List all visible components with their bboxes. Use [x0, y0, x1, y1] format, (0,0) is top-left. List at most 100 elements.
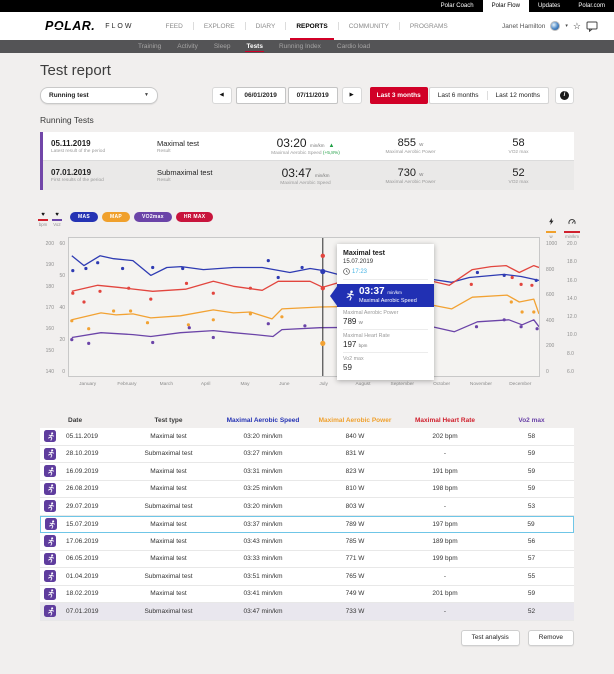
series-dot-mas [300, 265, 304, 270]
trend-up-icon: ▲ [328, 143, 335, 149]
preset-last-12-months[interactable]: Last 12 months [495, 91, 540, 99]
site-tab-updates[interactable]: Updates [537, 3, 561, 9]
runner-icon [47, 554, 54, 563]
column-header-date[interactable]: Date [68, 416, 83, 424]
running-sport-icon [44, 500, 56, 512]
table-row[interactable]: 01.04.2019 Submaximal test 03:51 min/km 765… [40, 568, 574, 586]
cell-test-type: Maximal test [120, 533, 217, 551]
nav-item-diary[interactable]: DIARY [255, 22, 276, 30]
date-to-input[interactable]: 07/11/2019 [287, 86, 338, 104]
subnav-item-tests[interactable]: Tests [238, 40, 271, 53]
cell-date: 06.05.2019 [66, 550, 120, 568]
month-label: February [117, 382, 137, 387]
running-sport-icon [44, 605, 56, 617]
table-row[interactable]: 29.07.2019 Submaximal test 03:20 min/km 803… [40, 498, 574, 516]
polar-logo[interactable]: POLAR. [45, 19, 95, 33]
preset-last-6-months[interactable]: Last 6 months [437, 91, 479, 99]
series-dot-mas [502, 273, 506, 277]
summary-card: 05.11.2019 Latest result of the period M… [40, 132, 574, 190]
favorites-star-icon[interactable]: ☆ [572, 20, 581, 31]
site-tab-polar-flow[interactable]: Polar Flow [482, 0, 529, 12]
nav-item-community[interactable]: COMMUNITY [348, 22, 389, 30]
cell-date: 28.10.2019 [66, 445, 120, 463]
runner-icon [346, 290, 354, 301]
runner-icon [47, 501, 54, 511]
subnav-item-training[interactable]: Training [138, 43, 162, 50]
series-dot-hr-max [469, 282, 473, 286]
subnav-item-running-index[interactable]: Running Index [278, 43, 321, 50]
legend-pill-vo2max[interactable]: VO2max [134, 212, 172, 222]
cell-date: 15.07.2019 [66, 515, 120, 533]
legend-pill-mas[interactable]: MAS [70, 212, 99, 222]
site-tab-polar-coach[interactable]: Polar Coach [440, 3, 474, 9]
cell-hr: 189 bpm [401, 533, 489, 551]
preset-last-3-months[interactable]: Last 3 months [369, 86, 428, 104]
user-menu[interactable]: Janet Hamilton ▾ ☆ [502, 21, 598, 32]
cell-date: 29.07.2019 [66, 498, 120, 516]
series-dot-map [248, 312, 252, 316]
logo-dot: . [91, 19, 96, 33]
summary-row-first[interactable]: 07.01.2019 First results of the period S… [43, 161, 574, 190]
series-dot-mas [151, 265, 155, 270]
plot-svg [70, 238, 539, 376]
table-row[interactable]: 07.01.2019 Submaximal test 03:47 min/km 733… [40, 603, 574, 621]
cell-vo2: 59 [489, 515, 574, 533]
cell-mas: 03:31 min/km [217, 463, 309, 481]
tooltip-time: 17:23 [352, 268, 368, 275]
series-dot-vo2max [151, 340, 155, 345]
pace-tick: 14.0 [567, 295, 577, 302]
summary-row-latest[interactable]: 05.11.2019 Latest result of the period M… [43, 132, 574, 161]
date-from-input[interactable]: 06/01/2019 [235, 86, 286, 104]
nav-item-explore[interactable]: EXPLORE [203, 22, 235, 30]
legend-pill-hr-max[interactable]: HR MAX [175, 212, 214, 222]
cell-map: 785 W [309, 533, 401, 551]
summary-vo2-caption: VO2 max [508, 150, 529, 155]
nav-item-reports[interactable]: REPORTS [286, 12, 337, 40]
info-button[interactable]: i [555, 86, 574, 104]
series-dot-map [145, 321, 150, 325]
remove-button[interactable]: Remove [527, 629, 574, 646]
nav-item-feed[interactable]: FEED [165, 22, 183, 30]
avatar[interactable] [550, 21, 561, 31]
cell-mas: 03:41 min/km [217, 585, 309, 603]
chevron-down-icon[interactable]: ▾ [565, 23, 568, 29]
test-icon-cell [40, 550, 66, 568]
table-header-row: Date Test type Maximal Aerobic Speed Maxima… [40, 412, 574, 428]
column-header-test-type[interactable]: Test type [154, 416, 183, 424]
nav-item-programs[interactable]: PROGRAMS [409, 22, 448, 30]
cell-mas: 03:43 min/km [217, 533, 309, 551]
hr-axis-accent [38, 219, 48, 221]
subnav-item-activity[interactable]: Activity [177, 43, 198, 50]
column-header-maximal-aerobic-power[interactable]: Maximal Aerobic Power [318, 416, 392, 424]
test-analysis-button[interactable]: Test analysis [460, 629, 520, 646]
test-icon-cell [40, 533, 66, 551]
cell-map: 771 W [309, 550, 401, 568]
summary-vo2-caption: VO2 max [508, 179, 529, 185]
site-tab-polar-com[interactable]: Polar.com [578, 3, 605, 9]
subnav-item-sleep[interactable]: Sleep [213, 43, 231, 50]
table-row[interactable]: 28.10.2019 Submaximal test 03:27 min/km 831… [40, 445, 574, 463]
preset-group: Last 6 months Last 12 months [428, 86, 549, 104]
column-header-vo2-max[interactable]: Vo2 max [518, 416, 545, 424]
column-header-maximal-aerobic-speed[interactable]: Maximal Aerobic Speed [226, 416, 300, 424]
summary-date: 05.11.2019 [51, 138, 91, 148]
legend-pill-map[interactable]: MAP [102, 212, 131, 222]
top-site-bar: Polar Coach Polar Flow Updates Polar.com [0, 0, 614, 12]
lightning-icon [548, 218, 554, 225]
prev-period-button[interactable]: ◀ [211, 86, 232, 104]
test-icon-cell [40, 568, 66, 586]
subnav-item-cardio-load[interactable]: Cardio load [336, 43, 371, 50]
test-type-select[interactable]: Running test ▼ [40, 86, 158, 104]
plot-area[interactable] [68, 237, 540, 377]
next-period-button[interactable]: ▶ [341, 86, 362, 104]
column-header-maximal-heart-rate[interactable]: Maximal Heart Rate [415, 416, 475, 424]
tooltip-power-row: Maximal Aerobic Power 789 W [343, 307, 428, 330]
feedback-bubble-icon[interactable] [586, 21, 598, 32]
